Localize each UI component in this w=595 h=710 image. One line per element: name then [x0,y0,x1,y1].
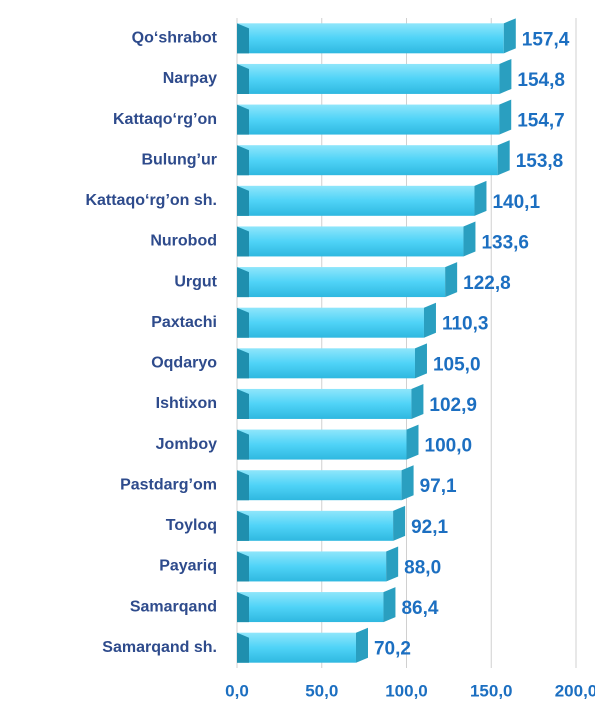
bar [237,551,387,582]
bar-side [237,592,249,623]
bar [237,63,500,94]
bar [237,104,500,135]
bar [237,145,498,176]
bar-side [237,23,249,54]
bar [237,470,402,501]
bar [237,267,446,298]
bar-side [237,145,249,176]
bar-side [237,226,249,257]
bar-cap [393,505,406,541]
bar [237,510,394,541]
bar-side [237,632,249,663]
bar [237,429,407,460]
y-tick-label: Samarqand [130,598,217,615]
value-label: 97,1 [420,476,457,497]
bar [237,592,384,623]
bar-cap [401,465,414,501]
bar [237,23,504,54]
bar-side [237,63,249,94]
bar-cap [386,546,399,582]
value-label: 88,0 [404,557,441,578]
bar [237,348,415,379]
bar [237,226,464,257]
y-tick-label: Jomboy [156,436,217,453]
bar-side [237,104,249,135]
value-label: 140,1 [492,192,540,213]
bar-cap [499,99,512,135]
bar-cap [423,302,436,338]
y-tick-label: Ishtixon [156,395,217,412]
y-tick-label: Urgut [174,273,217,290]
bar-cap [355,627,368,663]
value-label: 154,7 [517,111,565,132]
bar-side [237,510,249,541]
bar-cap [503,18,516,54]
value-label: 153,8 [516,151,564,172]
bar-side [237,429,249,460]
value-label: 157,4 [522,29,570,50]
value-label: 102,9 [429,395,477,416]
y-tick-label: Paxtachi [151,314,217,331]
bar-cap [445,262,458,298]
value-label: 70,2 [374,639,411,660]
x-tick-label: 0,0 [225,681,249,700]
bar-cap [474,180,487,216]
bar-cap [497,140,510,176]
y-tick-label: Narpay [163,70,217,87]
bar-cap [463,221,476,257]
bar-side [237,185,249,216]
x-tick-label: 150,0 [470,681,513,700]
x-tick-label: 100,0 [385,681,428,700]
value-label: 100,0 [425,436,473,457]
value-label: 105,0 [433,354,481,375]
value-label: 86,4 [401,598,438,619]
y-tick-label: Qo‘shrabot [132,30,218,47]
bar-side [237,470,249,501]
bar-cap [406,424,419,460]
value-label: 92,1 [411,517,448,538]
bar [237,185,475,216]
y-tick-label: Pastdarg’om [120,476,217,493]
bar-side [237,388,249,419]
x-tick-label: 200,0 [555,681,595,700]
value-label: 133,6 [481,232,529,253]
y-tick-label: Kattaqo‘rg’on sh. [85,192,217,209]
y-tick-label: Nurobod [150,233,217,250]
bar-side [237,267,249,298]
y-tick-label: Samarqand sh. [102,639,217,656]
bar-side [237,348,249,379]
y-tick-label: Kattaqo‘rg’on [113,111,217,128]
bar-cap [411,383,424,419]
x-tick-label: 50,0 [305,681,338,700]
value-label: 110,3 [442,314,489,335]
bar-cap [414,343,427,379]
bar-side [237,307,249,338]
y-tick-label: Toyloq [166,517,217,534]
y-tick-label: Oqdaryo [151,355,217,372]
value-label: 122,8 [463,273,511,294]
bar [237,632,356,663]
bar [237,388,412,419]
y-tick-label: Bulung’ur [141,151,217,168]
bar-side [237,551,249,582]
bar [237,307,424,338]
bar-cap [383,587,396,623]
y-tick-label: Payariq [159,558,217,575]
value-label: 154,8 [517,70,565,91]
bar-cap [499,58,512,94]
